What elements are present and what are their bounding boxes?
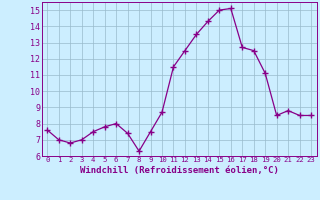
X-axis label: Windchill (Refroidissement éolien,°C): Windchill (Refroidissement éolien,°C) <box>80 166 279 175</box>
